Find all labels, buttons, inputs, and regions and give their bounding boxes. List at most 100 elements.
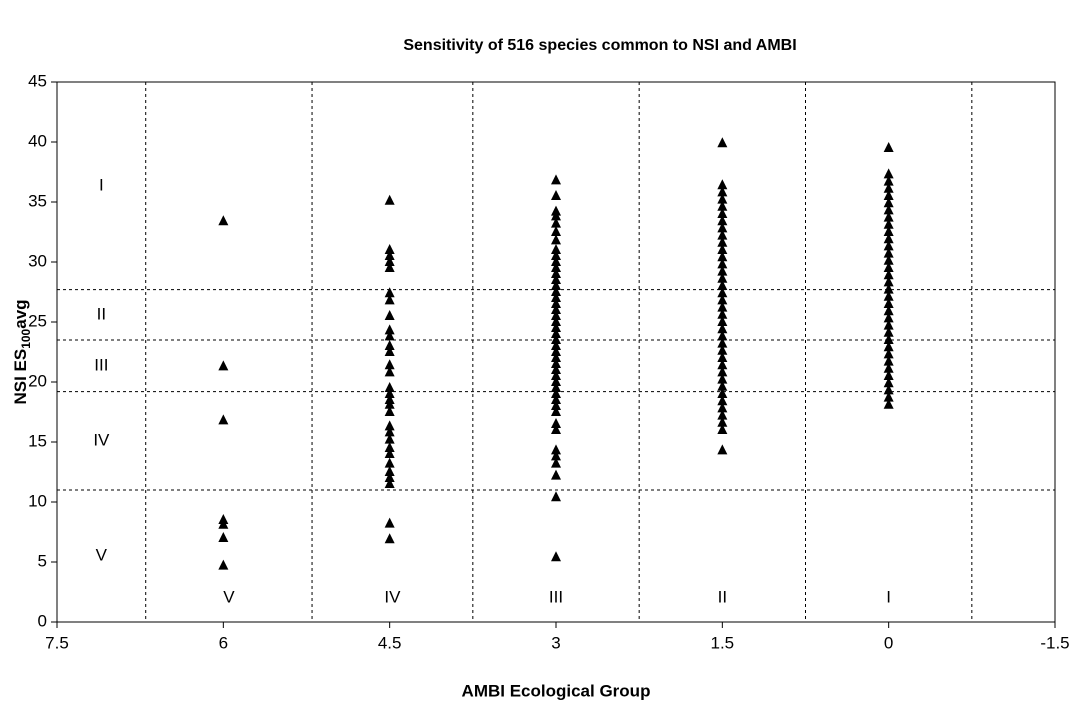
point [551,394,561,404]
point [717,244,728,254]
point [883,269,894,280]
point [717,359,728,370]
point [551,217,561,228]
point [717,388,728,398]
point [218,532,229,542]
point [551,382,561,392]
point [883,305,894,316]
y-group-label: I [99,175,104,194]
point [883,168,894,179]
point [551,406,561,416]
x-tick-label: -1.5 [1040,633,1069,652]
point [717,330,728,341]
y-tick-label: 35 [28,191,47,210]
point [717,409,728,420]
point [384,330,395,341]
point [717,236,728,247]
point [883,377,894,388]
point [384,382,395,392]
point [384,294,395,305]
point [551,322,561,332]
point [384,517,395,528]
point [717,280,728,290]
point [883,341,894,352]
point [883,298,894,308]
point [717,395,728,406]
point [218,215,229,226]
point [883,240,894,251]
y-tick-label: 20 [28,371,47,390]
point [551,424,561,434]
point [717,402,728,413]
point [883,290,894,301]
point [384,250,395,260]
point [717,308,728,319]
point [551,328,561,338]
point [551,491,561,502]
point [384,406,395,416]
point [551,334,561,344]
point [551,274,561,284]
y-tick-label: 5 [38,551,47,570]
point [551,352,561,362]
point [717,186,728,197]
point [717,373,728,384]
point [384,457,395,468]
point [883,362,894,373]
point [883,175,894,186]
point [717,444,728,455]
point [551,388,561,398]
point [717,380,728,391]
point [717,193,728,204]
point [883,355,894,366]
y-axis-label: NSI ES100avg [11,299,33,404]
point [883,334,894,344]
point [218,559,229,570]
point [717,344,728,355]
point [551,174,561,185]
point [551,444,561,455]
point [551,234,561,245]
y-label-main: NSI ES [11,349,30,405]
point [717,258,728,269]
x-tick-label: 3 [551,633,560,652]
point [218,518,229,529]
point [384,442,395,452]
point [551,346,561,356]
point [551,244,561,254]
point [717,366,728,377]
point [384,310,395,320]
x-tick-label: 6 [219,633,228,652]
x-group-label: I [886,587,891,606]
point [551,286,561,296]
point [883,142,894,152]
point [883,190,894,200]
chart-title: Sensitivity of 516 species common to NSI… [403,37,796,54]
point [551,316,561,326]
y-label-sub: 100 [19,328,33,348]
point [551,376,561,386]
x-axis-label: AMBI Ecological Group [462,681,651,700]
point [717,200,728,211]
point [551,418,561,428]
point [717,229,728,240]
y-tick-label: 40 [28,131,47,150]
y-tick-label: 30 [28,251,47,270]
y-tick-label: 10 [28,491,47,510]
point [883,218,894,229]
point [717,179,728,190]
point [883,312,894,323]
point [551,457,561,468]
point [883,370,894,380]
point [384,398,395,409]
point [717,215,728,226]
point [551,190,561,200]
point [384,324,395,335]
point [551,370,561,380]
y-group-label: II [97,304,106,323]
point [883,226,894,236]
point [551,210,561,221]
y-tick-label: 45 [28,71,47,90]
point [551,400,561,410]
